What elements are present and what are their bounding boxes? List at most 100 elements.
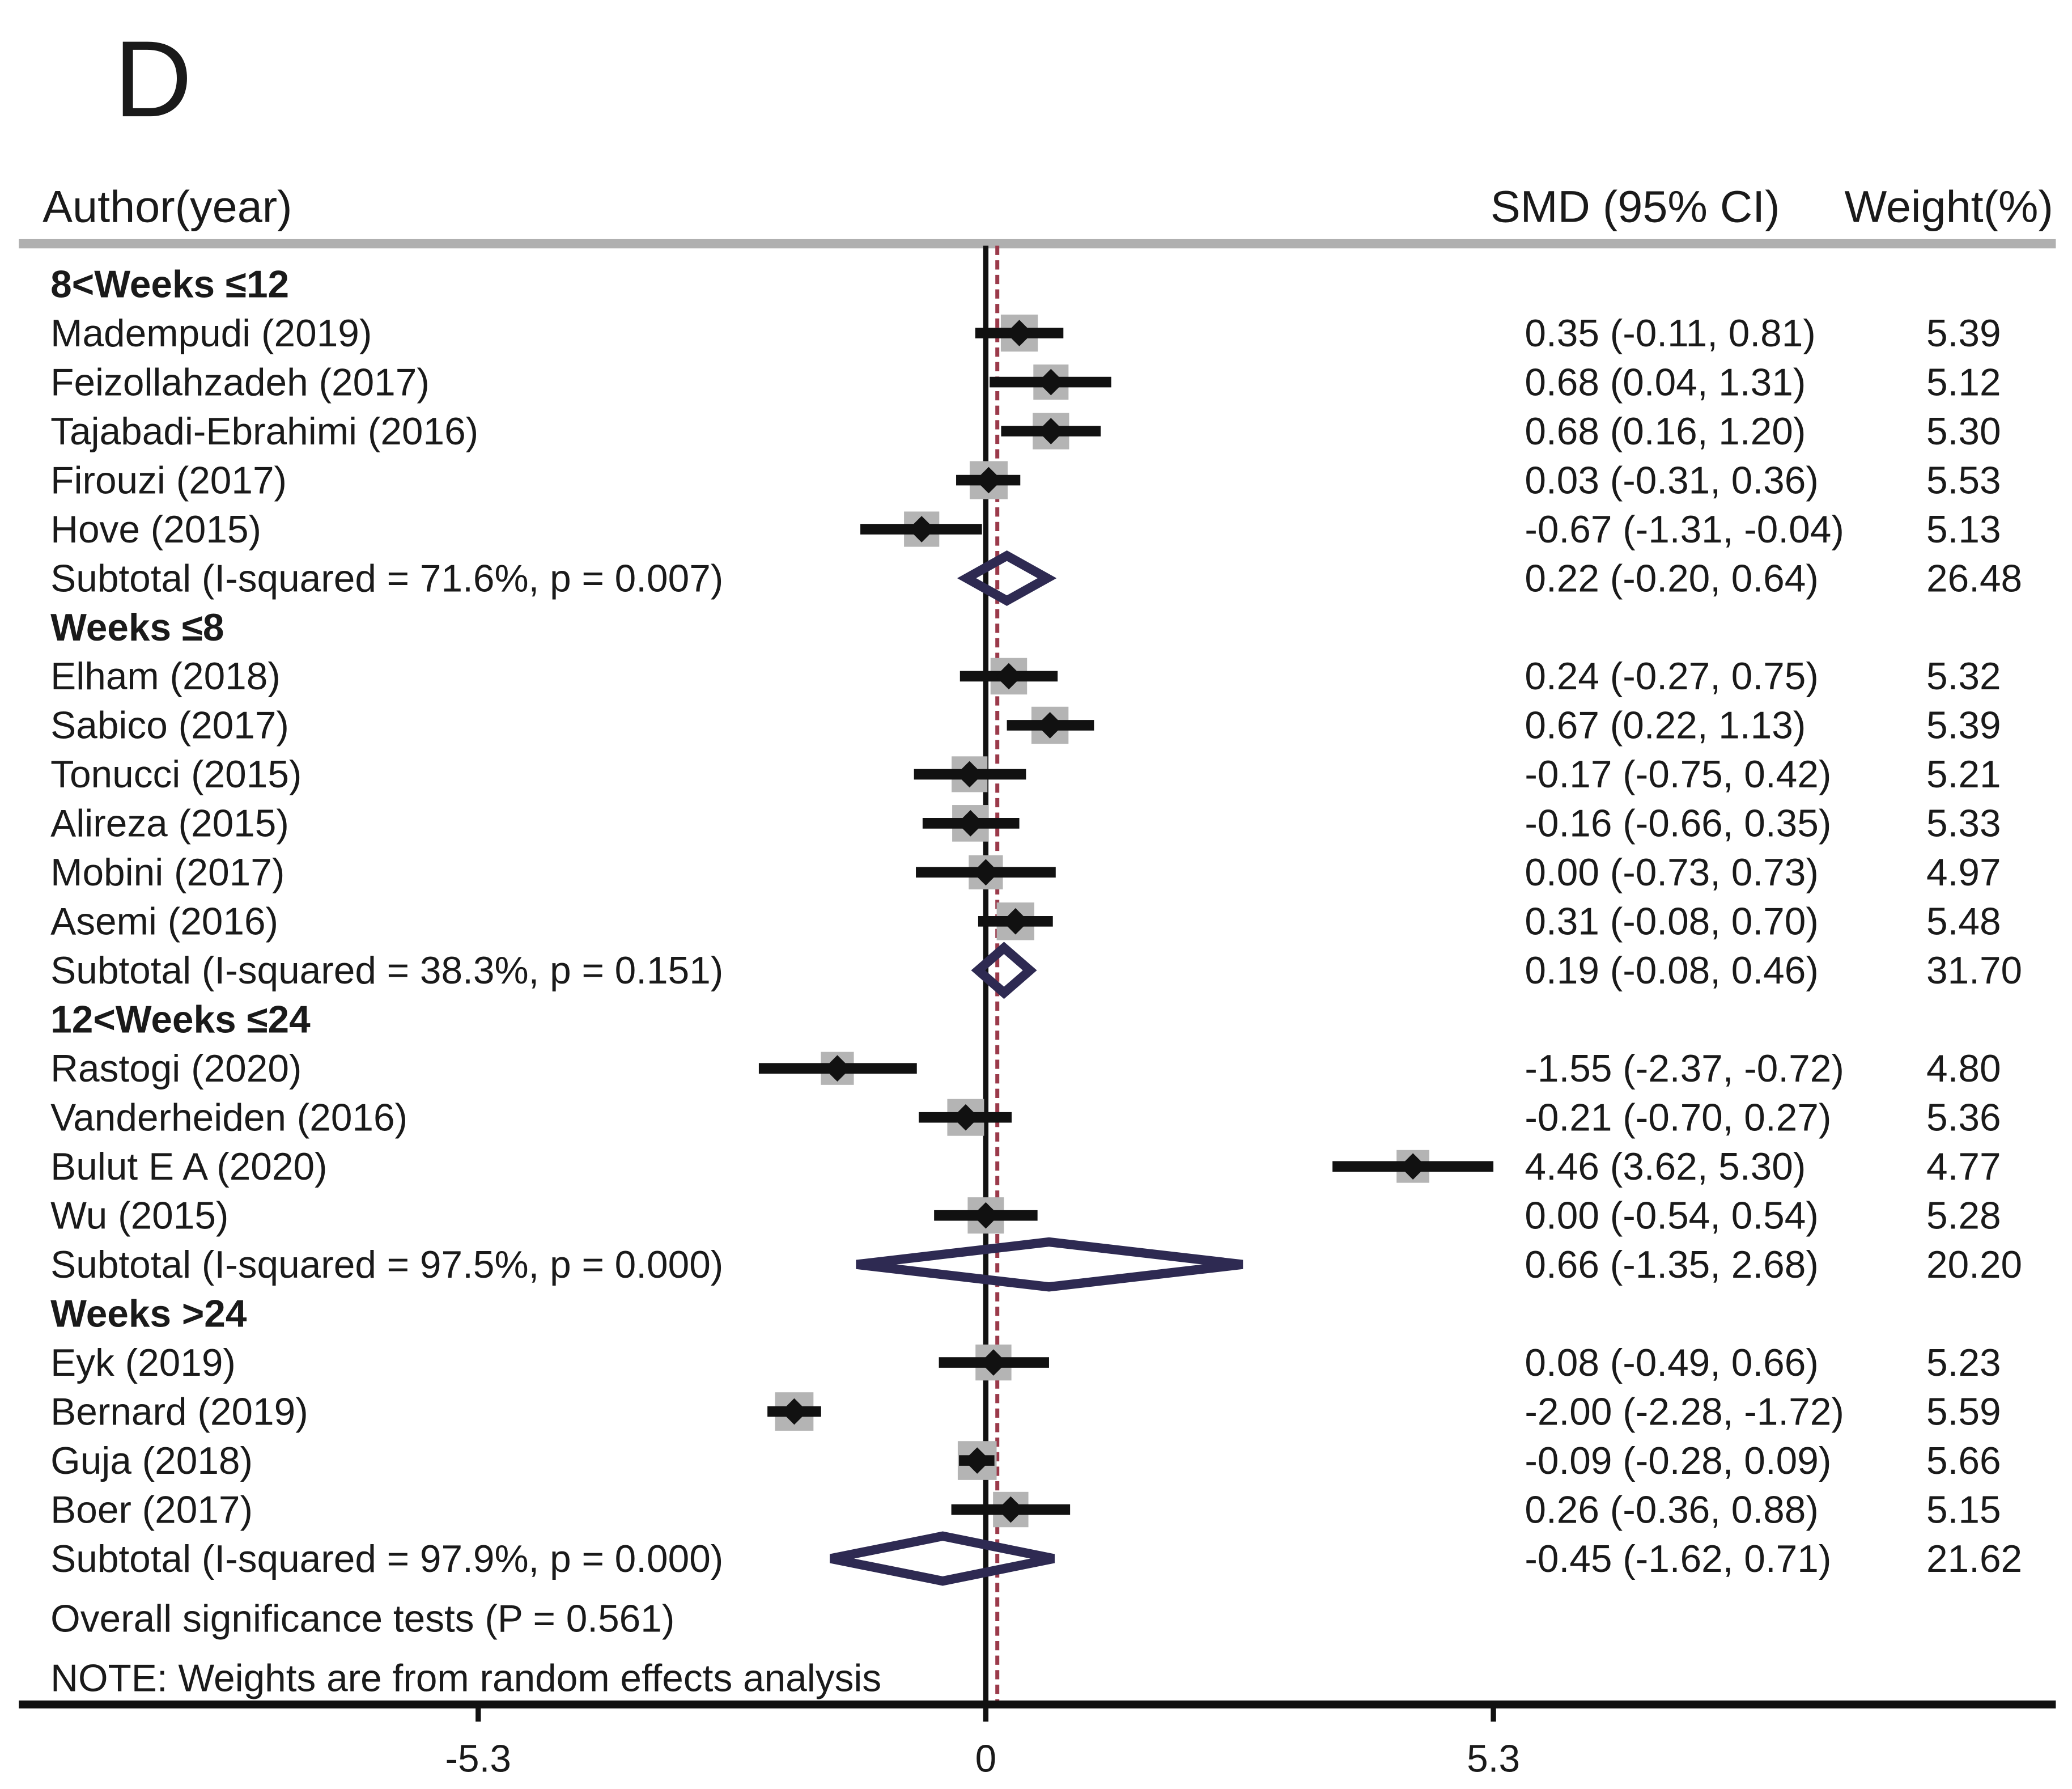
study-label: Hove (2015) — [50, 508, 261, 551]
group-label: Weeks >24 — [50, 1292, 247, 1335]
weight-value: 31.70 — [1926, 949, 2022, 992]
ci-value: -0.67 (-1.31, -0.04) — [1525, 508, 1844, 551]
ci-value: 0.08 (-0.49, 0.66) — [1525, 1342, 1818, 1384]
study-label: Firouzi (2017) — [50, 459, 287, 502]
study-label: Guja (2018) — [50, 1440, 253, 1482]
ci-value: 0.67 (0.22, 1.13) — [1525, 705, 1806, 747]
ci-value: -0.09 (-0.28, 0.09) — [1525, 1440, 1831, 1482]
weight-value: 5.39 — [1926, 312, 2001, 355]
weight-value: 5.59 — [1926, 1390, 2001, 1433]
study-label: Eyk (2019) — [50, 1342, 236, 1384]
x-axis-ticks: -5.3 0 5.3 — [445, 1707, 1520, 1780]
weights-note: NOTE: Weights are from random effects an… — [50, 1657, 881, 1700]
point-estimate — [952, 1104, 979, 1131]
subtotal-label: Subtotal (I-squared = 38.3%, p = 0.151) — [50, 949, 723, 992]
study-label: Bernard (2019) — [50, 1390, 308, 1433]
ci-value: 0.68 (0.16, 1.20) — [1525, 410, 1806, 453]
weight-value: 5.32 — [1926, 655, 2001, 698]
point-estimate — [995, 663, 1022, 690]
subtotal-diamond — [957, 550, 1057, 606]
ci-value: 0.31 (-0.08, 0.70) — [1525, 901, 1818, 943]
panel-label: D — [114, 18, 192, 139]
study-label: Elham (2018) — [50, 655, 281, 698]
weight-value: 4.80 — [1926, 1048, 2001, 1090]
weight-value: 4.97 — [1926, 851, 2001, 894]
ci-value: 0.19 (-0.08, 0.46) — [1525, 949, 1818, 992]
weight-value: 5.30 — [1926, 410, 2001, 453]
point-estimate — [1038, 418, 1064, 444]
group-label: Weeks ≤8 — [50, 607, 224, 649]
header-rule — [19, 239, 2056, 249]
x-tick-label: -5.3 — [445, 1738, 511, 1780]
weight-value: 26.48 — [1926, 557, 2022, 600]
x-tick-label: 5.3 — [1467, 1738, 1520, 1780]
study-label: Wu (2015) — [50, 1194, 228, 1237]
ci-value: 0.66 (-1.35, 2.68) — [1525, 1244, 1818, 1286]
weight-value: 21.62 — [1926, 1538, 2022, 1580]
subtotal-diamond — [971, 942, 1037, 999]
study-label: Tajabadi-Ebrahimi (2016) — [50, 410, 478, 453]
ci-value: -0.45 (-1.62, 0.71) — [1525, 1538, 1831, 1580]
study-label: Boer (2017) — [50, 1489, 253, 1531]
weight-column-header: Weight(%) — [1844, 181, 2053, 232]
point-estimate — [1038, 368, 1064, 396]
subtotal-label: Subtotal (I-squared = 97.9%, p = 0.000) — [50, 1538, 723, 1580]
weight-value: 5.13 — [1926, 508, 2001, 551]
study-label: Alireza (2015) — [50, 803, 289, 845]
study-label: Feizollahzadeh (2017) — [50, 361, 430, 404]
ci-value: 4.46 (3.62, 5.30) — [1525, 1146, 1806, 1188]
ci-value: -2.00 (-2.28, -1.72) — [1525, 1390, 1844, 1433]
subtotal-label: Subtotal (I-squared = 71.6%, p = 0.007) — [50, 557, 723, 600]
ci-value: 0.35 (-0.11, 0.81) — [1525, 312, 1815, 355]
point-estimate — [973, 1202, 999, 1229]
ci-value: 0.24 (-0.27, 0.75) — [1525, 655, 1818, 698]
point-estimate — [997, 1496, 1024, 1523]
x-tick-label: 0 — [975, 1738, 997, 1780]
group-label: 8<Weeks ≤12 — [50, 263, 289, 306]
weight-value: 5.23 — [1926, 1342, 2001, 1384]
study-label: Madempudi (2019) — [50, 312, 372, 355]
point-estimate — [908, 516, 935, 542]
subtotal-diamond — [830, 1531, 1055, 1586]
study-label: Mobini (2017) — [50, 851, 285, 894]
study-label: Sabico (2017) — [50, 705, 289, 747]
ci-value: -1.55 (-2.37, -0.72) — [1525, 1048, 1844, 1090]
weight-value: 5.53 — [1926, 459, 2001, 502]
study-label: Vanderheiden (2016) — [50, 1097, 407, 1139]
overall-significance-text: Overall significance tests (P = 0.561) — [50, 1598, 674, 1640]
ci-value: -0.17 (-0.75, 0.42) — [1525, 753, 1831, 796]
weight-value: 5.21 — [1926, 753, 2001, 796]
author-column-header: Author(year) — [43, 181, 292, 232]
weight-value: 5.66 — [1926, 1440, 2001, 1482]
group-label: 12<Weeks ≤24 — [50, 999, 311, 1041]
study-label: Tonucci (2015) — [50, 753, 302, 796]
point-estimate — [1006, 320, 1033, 346]
study-label: Rastogi (2020) — [50, 1048, 302, 1090]
marks-layer — [758, 314, 1494, 1586]
weight-value: 5.33 — [1926, 803, 2001, 845]
study-label: Bulut E A (2020) — [50, 1146, 327, 1188]
ci-value: 0.68 (0.04, 1.31) — [1525, 361, 1806, 404]
ci-value: 0.03 (-0.31, 0.36) — [1525, 459, 1818, 502]
subtotal-label: Subtotal (I-squared = 97.5%, p = 0.000) — [50, 1244, 723, 1286]
weight-value: 5.48 — [1926, 901, 2001, 943]
ci-value: -0.21 (-0.70, 0.27) — [1525, 1097, 1831, 1139]
ci-value: 0.00 (-0.73, 0.73) — [1525, 851, 1818, 894]
smd-column-header: SMD (95% CI) — [1491, 181, 1780, 232]
study-label: Asemi (2016) — [50, 901, 278, 943]
ci-value: -0.16 (-0.66, 0.35) — [1525, 803, 1831, 845]
ci-value: 0.22 (-0.20, 0.64) — [1525, 557, 1818, 600]
x-axis — [19, 1700, 2056, 1709]
weight-value: 5.28 — [1926, 1194, 2001, 1237]
weight-value: 20.20 — [1926, 1244, 2022, 1286]
ci-value: 0.00 (-0.54, 0.54) — [1525, 1194, 1818, 1237]
ci-value: 0.26 (-0.36, 0.88) — [1525, 1489, 1818, 1531]
weight-value: 5.15 — [1926, 1489, 2001, 1531]
point-estimate — [1399, 1153, 1426, 1180]
subtotal-diamond — [856, 1237, 1243, 1292]
weight-value: 5.39 — [1926, 705, 2001, 747]
weight-value: 4.77 — [1926, 1146, 2001, 1188]
weight-value: 5.12 — [1926, 361, 2001, 404]
